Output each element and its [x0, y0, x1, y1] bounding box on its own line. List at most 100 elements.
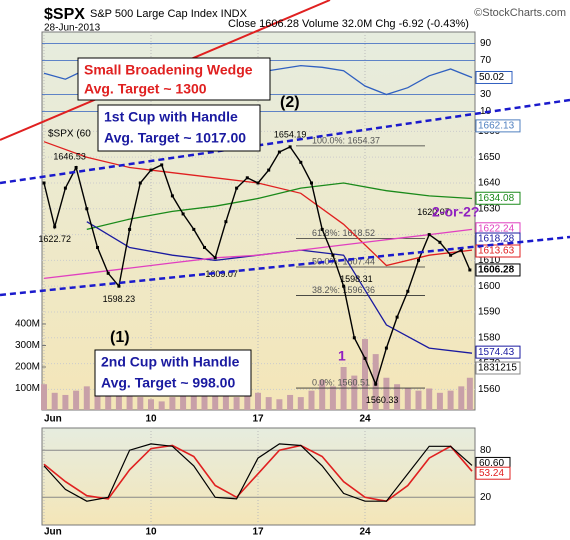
y-tick-label: 1630	[478, 203, 501, 214]
point-label: 1598.31	[340, 274, 373, 284]
annotation: (1)	[110, 329, 130, 346]
price-bar	[96, 245, 99, 249]
annotation: Avg. Target ~ 1017.00	[104, 130, 246, 146]
volume-bar	[233, 397, 240, 410]
fib-label: 38.2%: 1596.36	[312, 285, 375, 295]
price-bar	[53, 225, 57, 229]
price-bar	[374, 382, 378, 386]
price-bar	[85, 207, 89, 211]
price-box-label: 1618.28	[478, 234, 515, 245]
annotation: 1st Cup with Handle	[104, 109, 238, 125]
price-bar	[267, 168, 271, 172]
price-bar	[331, 253, 335, 257]
price-bar	[299, 160, 303, 164]
subtitle: S&P 500 Large Cap Index INDX	[90, 8, 248, 20]
volume-bar	[466, 377, 473, 410]
price-bar	[352, 336, 356, 340]
point-label: 1620.07	[417, 207, 450, 217]
fib-label: 0.0%: 1560.51	[312, 377, 370, 387]
y-tick-label: 1590	[478, 307, 501, 318]
price-bar	[117, 284, 121, 288]
annotation-box	[97, 104, 261, 152]
price-bar	[277, 150, 281, 154]
volume-tick-label: 200M	[15, 362, 40, 373]
price-bar	[170, 194, 174, 198]
fib-label: 50.0%: 1607.44	[312, 256, 375, 266]
price-bar	[235, 186, 239, 190]
price-bar	[395, 315, 399, 319]
price-bar	[449, 253, 453, 257]
price-bar	[310, 181, 313, 185]
price-bar	[160, 163, 164, 167]
fib-label: 61.8%: 1618.52	[312, 228, 375, 238]
x-tick-label: 10	[145, 527, 157, 538]
price-bar	[288, 145, 292, 149]
volume-bar	[73, 390, 80, 410]
stoch-tick-label: 20	[480, 492, 492, 503]
rsi-tick-label: 70	[480, 55, 492, 66]
volume-box-label: 1831215	[478, 363, 517, 374]
volume-tick-label: 400M	[15, 319, 40, 330]
y-tick-label: 1600	[478, 281, 501, 292]
x-tick-label: 17	[252, 414, 264, 425]
volume-bar	[94, 390, 101, 410]
volume-bar	[105, 394, 112, 410]
y-tick-label: 1580	[478, 332, 501, 343]
stoch-tick-label: 80	[480, 445, 492, 456]
volume-bar	[158, 401, 165, 410]
price-bar	[459, 248, 463, 252]
x-tick-label: Jun	[44, 527, 62, 538]
price-box-label: 1622.24	[478, 223, 515, 234]
volume-bar	[297, 397, 304, 410]
y-tick-label: 1610	[478, 255, 501, 266]
stoch-box	[475, 466, 511, 480]
rsi-tick-label: 90	[480, 38, 492, 49]
point-label: 1646.53	[53, 152, 86, 162]
volume-bar	[383, 377, 390, 410]
price-box	[475, 263, 521, 277]
price-bar	[342, 284, 346, 288]
y-tick-label: 1650	[478, 152, 501, 163]
stoch-d-line	[43, 444, 473, 503]
stoch-box-label: 53.24	[479, 468, 504, 479]
volume-bar	[404, 388, 411, 410]
price-bar	[384, 346, 388, 350]
symbol: $SPX	[44, 6, 85, 23]
rsi-box-label: 50.02	[479, 72, 504, 83]
stoch-k-line	[43, 443, 473, 502]
rsi-tick-label: 30	[480, 89, 492, 100]
x-tick-label: 10	[145, 414, 157, 425]
volume-bar	[137, 397, 144, 410]
source: ©StockCharts.com	[474, 7, 566, 19]
volume-bar	[276, 399, 283, 410]
volume-tick-label: 300M	[15, 340, 40, 351]
price-bar	[181, 212, 185, 216]
price-bar	[213, 256, 217, 260]
price-box-label: 1662.13	[478, 121, 515, 132]
volume-tick-label: 100M	[15, 383, 40, 394]
date: 28-Jun-2013	[44, 23, 101, 34]
volume-bar	[51, 392, 58, 410]
volume-bar	[212, 388, 219, 410]
price-bar	[138, 181, 142, 185]
y-tick-label: 1560	[478, 384, 501, 395]
price-bar	[406, 289, 410, 293]
price-bar	[224, 220, 228, 224]
wedge-lower	[0, 235, 570, 297]
x-tick-label: 24	[359, 414, 371, 425]
point-label: 1609.07	[205, 269, 238, 279]
volume-bar	[426, 388, 433, 410]
price-box	[475, 345, 521, 359]
price-bar	[203, 245, 206, 249]
price-bar	[74, 165, 78, 169]
price-bar	[245, 176, 249, 180]
price-bar	[106, 271, 110, 275]
volume-bar	[222, 394, 229, 410]
price-box-label: 1613.63	[478, 246, 515, 257]
volume-bar	[436, 392, 443, 410]
volume-bar	[169, 397, 176, 410]
annotation: 1	[338, 348, 346, 364]
price-bar	[128, 227, 132, 231]
fib-label: 100.0%: 1654.37	[312, 135, 380, 145]
